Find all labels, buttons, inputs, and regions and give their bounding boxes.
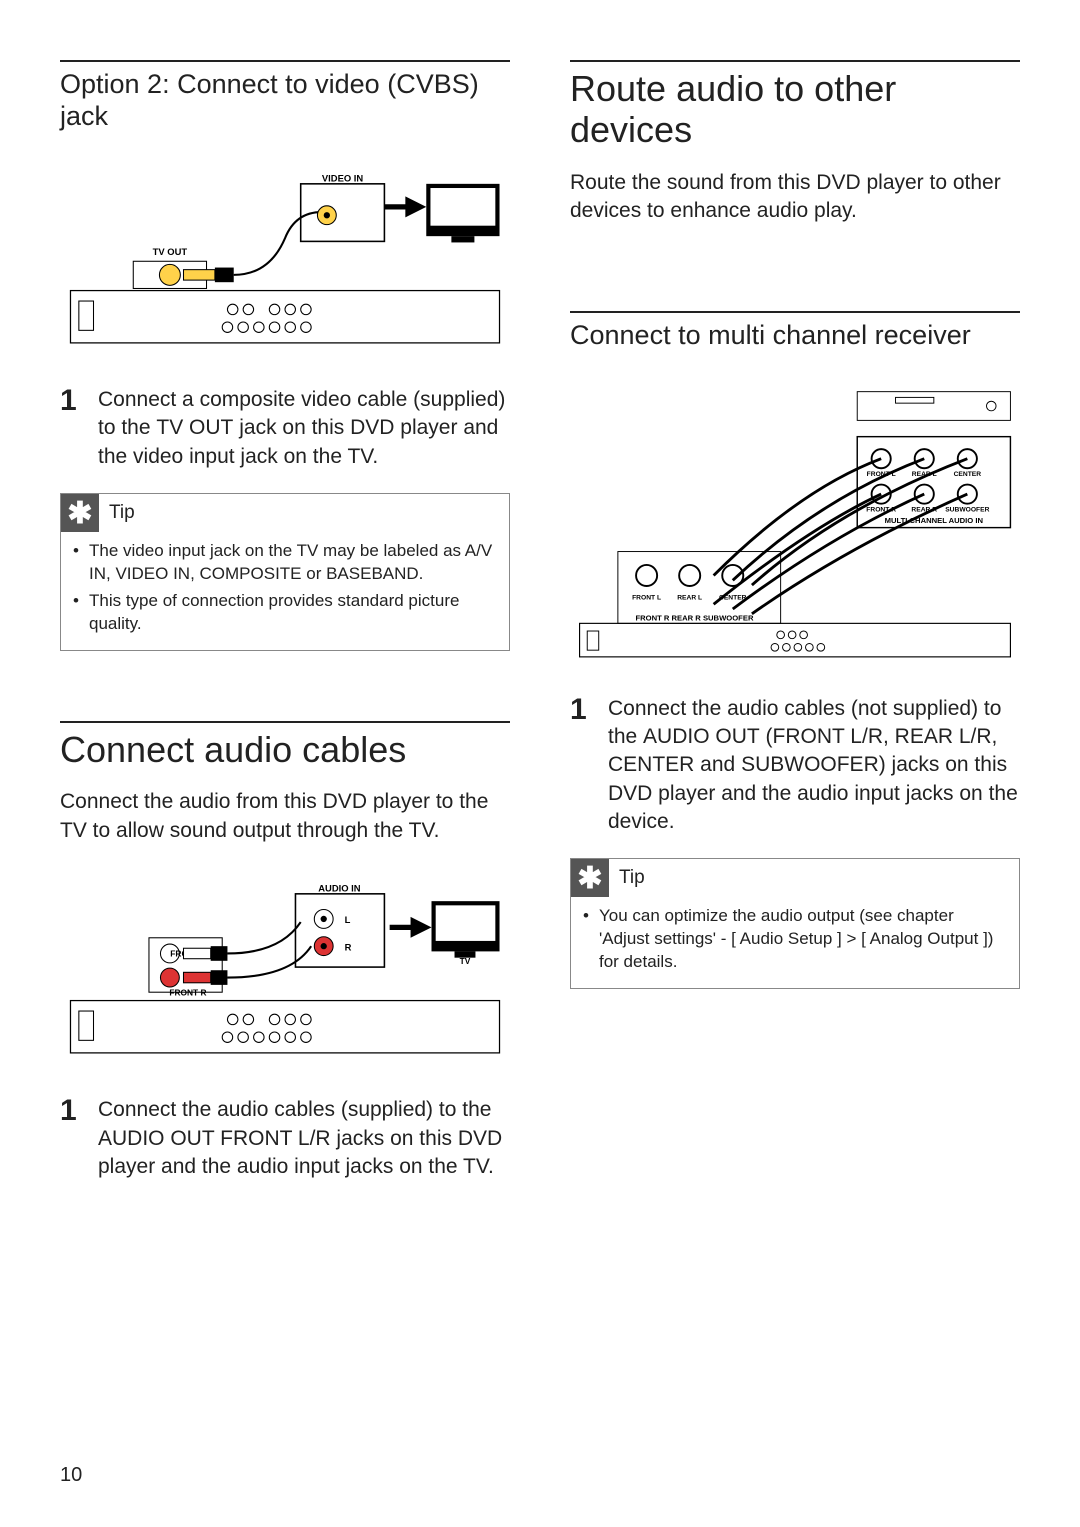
- label-video-in: VIDEO IN: [322, 173, 363, 184]
- tip-item: The video input jack on the TV may be la…: [73, 540, 495, 586]
- audio-cables-heading: Connect audio cables: [60, 729, 510, 770]
- cvbs-step: 1 Connect a composite video cable (suppl…: [60, 386, 510, 471]
- label-sub: SUBWOOFER: [945, 506, 989, 513]
- step-number: 1: [570, 695, 590, 837]
- label-bottom: FRONT R REAR R SUBWOOFER: [635, 613, 753, 622]
- multichannel-step: 1 Connect the audio cables (not supplied…: [570, 695, 1020, 837]
- tip-item: This type of connection provides standar…: [73, 590, 495, 636]
- svg-text:FRONT L: FRONT L: [632, 594, 661, 601]
- left-column: Option 2: Connect to video (CVBS) jack T…: [60, 60, 510, 1203]
- label-multi: MULTI CHANNEL AUDIO IN: [885, 516, 983, 525]
- step-number: 1: [60, 1096, 80, 1181]
- label-tv: TV: [458, 224, 469, 234]
- route-audio-heading: Route audio to other devices: [570, 68, 1020, 151]
- rule: [60, 60, 510, 62]
- audio-cables-intro: Connect the audio from this DVD player t…: [60, 788, 510, 845]
- audio-lr-diagram: FRONT L FRONT R AUDIO IN L R: [60, 875, 510, 1063]
- audio-lr-step: 1 Connect the audio cables (supplied) to…: [60, 1096, 510, 1181]
- audio-lr-step-text: Connect the audio cables (supplied) to t…: [98, 1096, 510, 1181]
- rule: [60, 721, 510, 723]
- multichannel-diagram: FRONT L REAR L CENTER FRONT R REAR R SUB…: [570, 384, 1020, 662]
- multichannel-step-text: Connect the audio cables (not supplied) …: [608, 695, 1020, 837]
- rule: [570, 311, 1020, 313]
- label-r: R: [345, 941, 352, 952]
- cvbs-diagram: TV OUT VIDEO IN TV: [60, 165, 510, 353]
- route-audio-intro: Route the sound from this DVD player to …: [570, 169, 1020, 226]
- rule: [570, 60, 1020, 62]
- label-center: CENTER: [954, 471, 982, 478]
- tip-item: You can optimize the audio output (see c…: [583, 905, 1005, 974]
- multichannel-tip-box: ✱ Tip You can optimize the audio output …: [570, 858, 1020, 989]
- right-column: Route audio to other devices Route the s…: [570, 60, 1020, 1203]
- page-number: 10: [60, 1464, 82, 1487]
- svg-text:CENTER: CENTER: [719, 594, 747, 601]
- multichannel-heading: Connect to multi channel receiver: [570, 319, 1020, 351]
- step-number: 1: [60, 386, 80, 471]
- label-tv2: TV: [460, 956, 471, 966]
- cvbs-step-text: Connect a composite video cable (supplie…: [98, 386, 510, 471]
- cvbs-tip-box: ✱ Tip The video input jack on the TV may…: [60, 493, 510, 651]
- tip-label: Tip: [619, 867, 645, 889]
- label-tv-out: TV OUT: [153, 246, 188, 257]
- tip-label: Tip: [109, 502, 135, 524]
- svg-text:REAR L: REAR L: [677, 594, 702, 601]
- label-l: L: [345, 914, 351, 925]
- label-audio-in: AUDIO IN: [318, 883, 361, 894]
- tip-icon: ✱: [571, 859, 609, 897]
- cvbs-heading: Option 2: Connect to video (CVBS) jack: [60, 68, 510, 133]
- label-front-r: FRONT R: [169, 987, 206, 997]
- tip-icon: ✱: [61, 494, 99, 532]
